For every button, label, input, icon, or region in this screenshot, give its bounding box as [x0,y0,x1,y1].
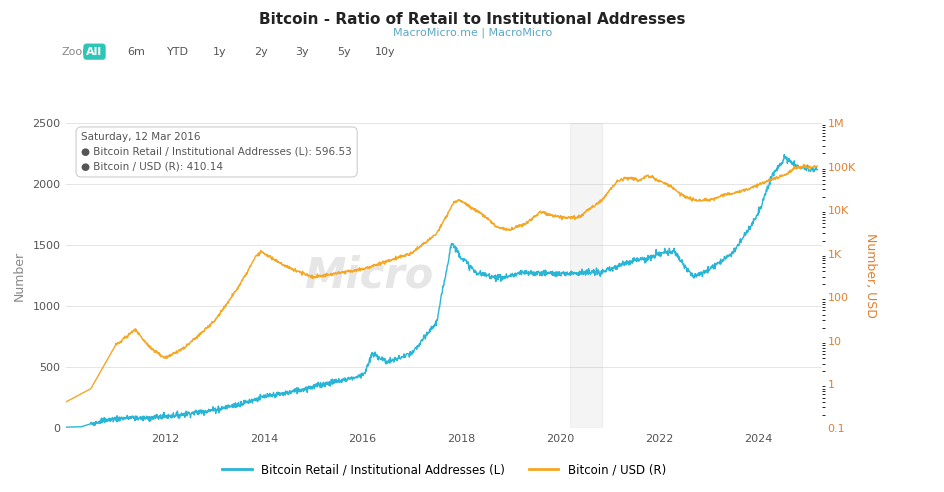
Text: 1y: 1y [212,47,226,57]
Text: Saturday, 12 Mar 2016
● Bitcoin Retail / Institutional Addresses (L): 596.53
● B: Saturday, 12 Mar 2016 ● Bitcoin Retail /… [81,132,352,172]
Text: YTD: YTD [166,47,189,57]
Text: 6m: 6m [127,47,144,57]
Bar [569,123,601,428]
Text: All: All [86,47,103,57]
Text: Zoom: Zoom [61,47,93,57]
Text: 2y: 2y [254,47,267,57]
Legend: Bitcoin Retail / Institutional Addresses (L), Bitcoin / USD (R): Bitcoin Retail / Institutional Addresses… [217,459,670,481]
Y-axis label: Number: Number [12,250,25,301]
Y-axis label: Number, USD: Number, USD [863,233,876,318]
Text: Bitcoin - Ratio of Retail to Institutional Addresses: Bitcoin - Ratio of Retail to Institution… [259,12,685,27]
Text: 5y: 5y [337,47,350,57]
Text: 10y: 10y [375,47,396,57]
Text: 3y: 3y [295,47,309,57]
Text: Micro: Micro [304,254,432,297]
Text: MacroMicro.me | MacroMicro: MacroMicro.me | MacroMicro [393,27,551,37]
